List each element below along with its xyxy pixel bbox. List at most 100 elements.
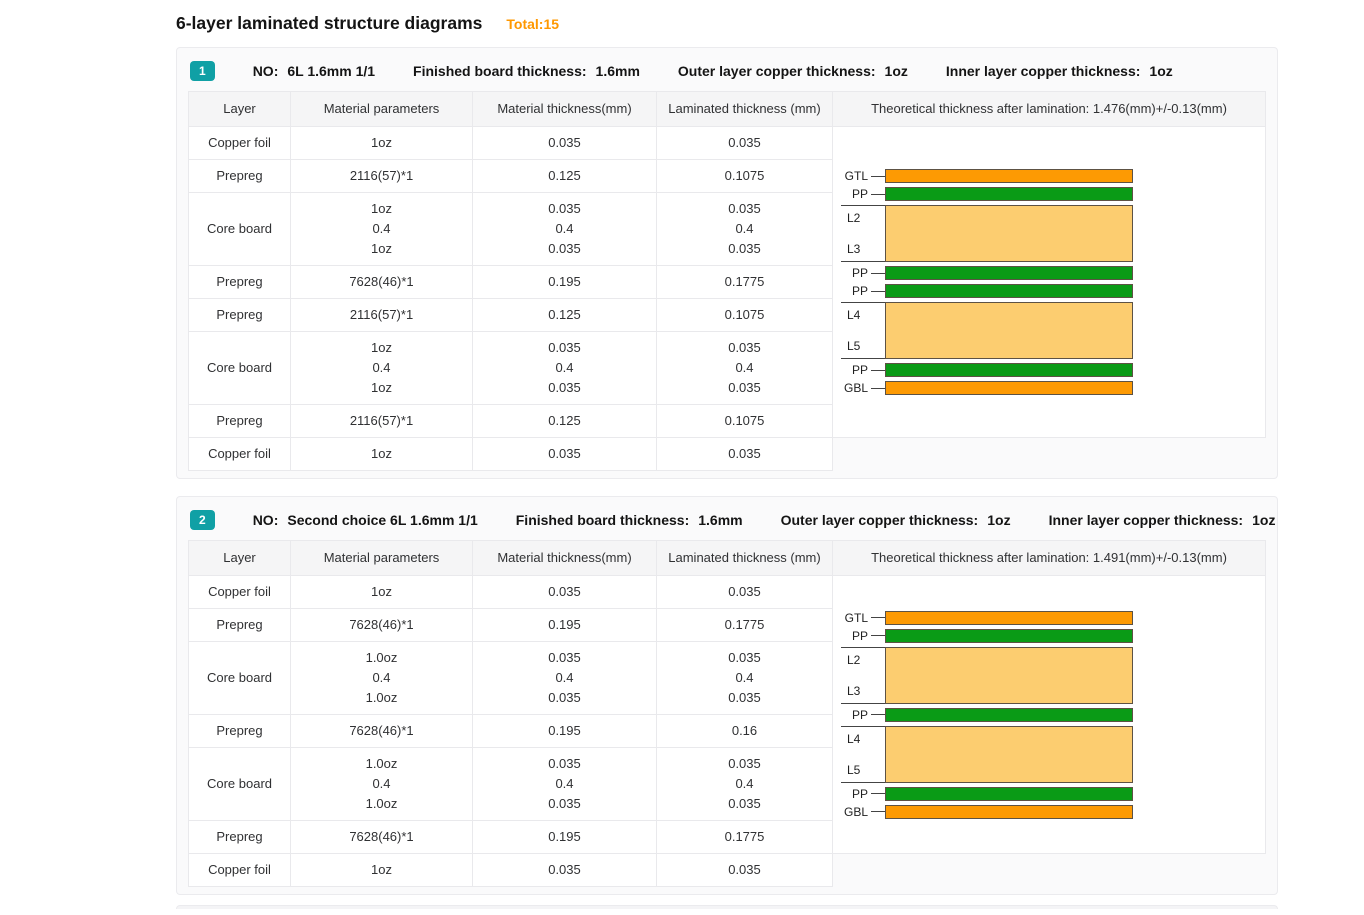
header-field-label: NO:	[252, 63, 279, 79]
table-row: Prepreg 2116(57)*1 0.125 0.1075	[188, 298, 1266, 332]
layer-name-cell: Prepreg	[188, 404, 291, 438]
params-cell: 2116(57)*1	[290, 404, 473, 438]
header-field: Outer layer copper thickness: 1oz	[781, 512, 1011, 528]
page-content: 6-layer laminated structure diagrams Tot…	[176, 0, 1278, 909]
material-value: 0.035	[548, 756, 581, 771]
layer-label: GBL	[843, 804, 868, 819]
card-header: 2 NO: Second choice 6L 1.6mm 1/1 Finished b…	[188, 497, 1275, 540]
layer-label: L5	[847, 762, 861, 777]
params-cell: 2116(57)*1	[290, 159, 473, 193]
column-header: Material thickness(mm)	[472, 540, 657, 576]
layer-name-cell: Prepreg	[188, 608, 291, 642]
title-row: 6-layer laminated structure diagrams Tot…	[176, 13, 1278, 34]
layer-label: GBL	[843, 381, 868, 395]
header-field-label: Finished board thickness:	[515, 512, 690, 528]
header-field-label: NO:	[252, 512, 279, 528]
stackup-table: Layer Material parameters Material thickne…	[188, 540, 1266, 887]
laminated-value: 0.1775	[724, 829, 765, 844]
params-value: 1oz	[371, 340, 392, 355]
core-layer-labels: L4 L5	[841, 725, 885, 783]
material-value: 0.035	[548, 201, 581, 216]
label-connector-line	[871, 272, 885, 274]
params-cell: 1oz	[290, 853, 473, 887]
label-connector-line	[871, 387, 885, 389]
material-cell: 0.195	[472, 714, 657, 748]
laminated-cell: 0.035 0.4 0.035	[656, 331, 833, 405]
stack-diagram: GTL PP L2 L3 PP L4 L5 PP GBL	[841, 610, 1137, 819]
params-cell: 7628(46)*1	[290, 820, 473, 854]
core-board-bar	[885, 725, 1133, 783]
layer-name-cell: Core board	[188, 192, 291, 266]
header-field-value: 1.6mm	[698, 512, 743, 528]
header-field-value: 1oz	[1149, 63, 1173, 79]
header-row: Layer Material parameters Material thickne…	[188, 540, 1266, 576]
layer-label: PP	[851, 707, 868, 722]
header-field-value: Second choice 6L 1.6mm 1/1	[287, 512, 478, 528]
material-value: 0.035	[548, 446, 581, 461]
params-cell: 7628(46)*1	[290, 265, 473, 299]
table-row: Prepreg 2116(57)*1 0.125 0.1075	[188, 159, 1266, 193]
params-cell: 1oz 0.4 1oz	[290, 331, 473, 405]
stackup-table: Layer Material parameters Material thickne…	[188, 91, 1266, 471]
laminated-cell: 0.1075	[656, 298, 833, 332]
params-value: 1.0oz	[365, 650, 398, 665]
header-field-label: Outer layer copper thickness:	[677, 63, 876, 79]
table-row: Copper foil 1oz 0.035 0.035 GTL PP L2 L3 PP PP L4 L…	[188, 126, 1266, 438]
params-cell: 2116(57)*1	[290, 298, 473, 332]
header-field-label: Inner layer copper thickness:	[1048, 512, 1244, 528]
table-row: Copper foil 1oz 0.035 0.035 GTL PP L2 L3 PP L4 L5 P…	[188, 575, 1266, 854]
layer-label: L4	[847, 308, 861, 322]
params-value: 2116(57)*1	[349, 168, 414, 183]
params-value: 1oz	[371, 241, 392, 256]
laminated-value: 0.035	[728, 201, 761, 216]
label-connector-line	[871, 369, 885, 371]
material-value: 0.035	[548, 380, 581, 395]
label-connector-line	[871, 714, 885, 715]
table-row: Core board 1oz 0.4 1oz 0.035 0.4 0.035 0.035 0.4…	[188, 192, 1266, 266]
laminated-value: 0.035	[728, 340, 761, 355]
total-count: Total:15	[506, 16, 560, 32]
label-connector-line	[871, 793, 885, 794]
layer-name-cell: Prepreg	[188, 159, 291, 193]
laminated-value: 0.035	[728, 862, 761, 877]
theoretical-thickness-header: Theoretical thickness after lamination: …	[832, 91, 1266, 127]
params-value: 0.4	[372, 221, 391, 236]
laminated-value: 0.035	[728, 446, 761, 461]
header-row: Layer Material parameters Material thickne…	[188, 91, 1266, 127]
column-header: Material parameters	[290, 540, 473, 576]
params-cell: 7628(46)*1	[290, 608, 473, 642]
core-board-layer: L2 L3	[841, 646, 1137, 704]
params-value: 1.0oz	[365, 690, 398, 705]
params-cell: 1.0oz 0.4 1.0oz	[290, 641, 473, 715]
params-cell: 1.0oz 0.4 1.0oz	[290, 747, 473, 821]
header-field-value: 1oz	[987, 512, 1011, 528]
material-cell: 0.195	[472, 820, 657, 854]
params-value: 7628(46)*1	[349, 274, 414, 289]
layer-name-cell: Core board	[188, 331, 291, 405]
label-connector-line	[871, 175, 885, 177]
prepreg-bar	[885, 266, 1133, 280]
layer-name-cell: Prepreg	[188, 714, 291, 748]
table-row: Core board 1.0oz 0.4 1.0oz 0.035 0.4 0.035 0.03…	[188, 641, 1266, 715]
core-layer-labels: L2 L3	[841, 205, 885, 262]
core-layer-labels: L4 L5	[841, 302, 885, 359]
label-connector-line	[871, 193, 885, 195]
params-cell: 1oz	[290, 437, 473, 471]
column-header: Layer	[188, 91, 291, 127]
material-cell: 0.035	[472, 575, 657, 609]
column-header: Laminated thickness (mm)	[656, 540, 833, 576]
layer-label: L4	[847, 731, 861, 746]
column-header: Laminated thickness (mm)	[656, 91, 833, 127]
material-value: 0.035	[548, 796, 581, 811]
structure-card: 2 NO: Second choice 6L 1.6mm 1/1 Finished b…	[176, 496, 1278, 895]
header-field: Outer layer copper thickness: 1oz	[678, 63, 908, 79]
prepreg-layer: PP	[841, 628, 1137, 643]
params-value: 1oz	[371, 584, 392, 599]
laminated-cell: 0.035	[656, 575, 833, 609]
material-value: 0.035	[548, 650, 581, 665]
params-value: 1.0oz	[365, 796, 398, 811]
layer-name-cell: Core board	[188, 747, 291, 821]
header-field: NO: Second choice 6L 1.6mm 1/1	[253, 512, 478, 528]
laminated-cell: 0.1775	[656, 265, 833, 299]
params-value: 1oz	[371, 862, 392, 877]
